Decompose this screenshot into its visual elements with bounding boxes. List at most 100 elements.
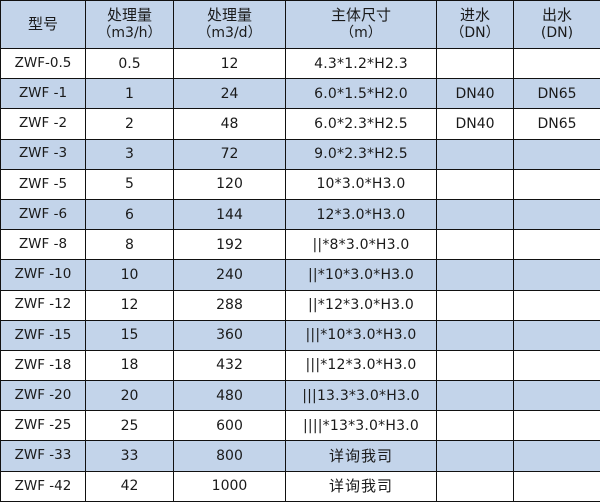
- cell-model: ZWF -20: [0, 380, 86, 412]
- cell-outlet: DN65: [513, 108, 600, 140]
- cell-outlet: [513, 440, 600, 472]
- cell-dimensions: 6.0*2.3*H2.5: [285, 108, 437, 140]
- cell-outlet: [513, 138, 600, 170]
- column-header-capacity-m3d: 处理量 （m3/d）: [173, 0, 286, 49]
- cell-capacity-m3h: 8: [85, 229, 174, 261]
- column-header-capacity-m3d-unit: （m3/d）: [197, 25, 262, 42]
- cell-dimensions: |||13.3*3.0*H3.0: [285, 380, 437, 412]
- column-header-capacity-m3h-label: 处理量: [106, 6, 152, 25]
- cell-capacity-m3d: 600: [173, 410, 286, 442]
- cell-capacity-m3d: 1000: [173, 470, 286, 502]
- cell-capacity-m3h: 20: [85, 380, 174, 412]
- column-header-dimensions-unit: （m）: [340, 25, 382, 42]
- cell-outlet: [513, 289, 600, 321]
- cell-capacity-m3h: 10: [85, 259, 174, 291]
- cell-capacity-m3d: 480: [173, 380, 286, 412]
- cell-inlet: [436, 319, 514, 351]
- cell-capacity-m3h: 2: [85, 108, 174, 140]
- cell-capacity-m3h: 42: [85, 470, 174, 502]
- cell-capacity-m3d: 240: [173, 259, 286, 291]
- table-row: ZWF -6 6 144 12*3.0*H3.0: [0, 198, 600, 231]
- cell-outlet: [513, 349, 600, 382]
- cell-model: ZWF -8: [0, 229, 86, 261]
- header-row: 型号 处理量 （m3/h） 处理量 （m3/d） 主体尺寸 （m） 进水 （DN…: [0, 0, 600, 49]
- cell-outlet: DN65: [513, 78, 600, 110]
- cell-model: ZWF -10: [0, 259, 86, 291]
- cell-model: ZWF -5: [0, 168, 86, 200]
- cell-dimensions: 4.3*1.2*H2.3: [285, 47, 437, 80]
- cell-capacity-m3d: 432: [173, 349, 286, 382]
- cell-outlet: [513, 168, 600, 200]
- table-header: 型号 处理量 （m3/h） 处理量 （m3/d） 主体尺寸 （m） 进水 （DN…: [0, 0, 600, 49]
- table-row: ZWF -10 10 240 ||*10*3.0*H3.0: [0, 259, 600, 291]
- column-header-capacity-m3h-unit: （m3/h）: [97, 25, 162, 42]
- cell-model: ZWF -42: [0, 470, 86, 502]
- cell-dimensions: 10*3.0*H3.0: [285, 168, 437, 200]
- cell-capacity-m3h: 25: [85, 410, 174, 442]
- cell-outlet: [513, 470, 600, 502]
- column-header-inlet-label: 进水: [459, 6, 490, 25]
- cell-capacity-m3d: 800: [173, 440, 286, 472]
- cell-dimensions: |||*10*3.0*H3.0: [285, 319, 437, 351]
- cell-inlet: [436, 259, 514, 291]
- column-header-dimensions-label: 主体尺寸: [330, 6, 391, 25]
- cell-model: ZWF -1: [0, 78, 86, 110]
- cell-inlet: [436, 380, 514, 412]
- table-row: ZWF -5 5 120 10*3.0*H3.0: [0, 168, 600, 200]
- cell-outlet: [513, 410, 600, 442]
- cell-capacity-m3d: 288: [173, 289, 286, 321]
- cell-inlet: [436, 229, 514, 261]
- cell-inlet: [436, 349, 514, 382]
- cell-capacity-m3h: 0.5: [85, 47, 174, 80]
- cell-inlet: [436, 410, 514, 442]
- column-header-outlet: 出水 (DN): [513, 0, 600, 49]
- cell-capacity-m3h: 15: [85, 319, 174, 351]
- cell-inlet: [436, 168, 514, 200]
- table-row: ZWF -1 1 24 6.0*1.5*H2.0 DN40 DN65: [0, 78, 600, 110]
- cell-capacity-m3d: 120: [173, 168, 286, 200]
- cell-outlet: [513, 259, 600, 291]
- column-header-capacity-m3h: 处理量 （m3/h）: [85, 0, 174, 49]
- table-row: ZWF -42 42 1000 详询我司: [0, 470, 600, 502]
- cell-model: ZWF -15: [0, 319, 86, 351]
- cell-capacity-m3d: 12: [173, 47, 286, 80]
- cell-inlet: [436, 47, 514, 80]
- cell-model: ZWF -6: [0, 198, 86, 231]
- cell-model: ZWF -3: [0, 138, 86, 170]
- cell-model: ZWF -25: [0, 410, 86, 442]
- cell-outlet: [513, 198, 600, 231]
- cell-capacity-m3d: 72: [173, 138, 286, 170]
- cell-inlet: [436, 138, 514, 170]
- table-row: ZWF -20 20 480 |||13.3*3.0*H3.0: [0, 380, 600, 412]
- cell-model: ZWF -12: [0, 289, 86, 321]
- cell-capacity-m3h: 33: [85, 440, 174, 472]
- cell-dimensions: 9.0*2.3*H2.5: [285, 138, 437, 170]
- cell-capacity-m3h: 18: [85, 349, 174, 382]
- cell-capacity-m3d: 144: [173, 198, 286, 231]
- cell-model: ZWF -33: [0, 440, 86, 472]
- cell-capacity-m3h: 5: [85, 168, 174, 200]
- cell-dimensions: 详询我司: [285, 440, 437, 472]
- column-header-outlet-unit: (DN): [540, 25, 574, 42]
- cell-capacity-m3h: 3: [85, 138, 174, 170]
- cell-capacity-m3d: 24: [173, 78, 286, 110]
- cell-dimensions: ||*8*3.0*H3.0: [285, 229, 437, 261]
- cell-outlet: [513, 319, 600, 351]
- cell-capacity-m3d: 48: [173, 108, 286, 140]
- cell-model: ZWF -2: [0, 108, 86, 140]
- cell-outlet: [513, 380, 600, 412]
- cell-outlet: [513, 47, 600, 80]
- column-header-inlet-unit: （DN）: [450, 25, 500, 42]
- cell-inlet: [436, 470, 514, 502]
- cell-dimensions: 详询我司: [285, 470, 437, 502]
- cell-dimensions: ||||*13*3.0*H3.0: [285, 410, 437, 442]
- table-row: ZWF-0.5 0.5 12 4.3*1.2*H2.3: [0, 47, 600, 80]
- cell-inlet: DN40: [436, 78, 514, 110]
- cell-outlet: [513, 229, 600, 261]
- table-row: ZWF -15 15 360 |||*10*3.0*H3.0: [0, 319, 600, 351]
- cell-inlet: DN40: [436, 108, 514, 140]
- table-row: ZWF -8 8 192 ||*8*3.0*H3.0: [0, 229, 600, 261]
- cell-inlet: [436, 198, 514, 231]
- cell-dimensions: |||*12*3.0*H3.0: [285, 349, 437, 382]
